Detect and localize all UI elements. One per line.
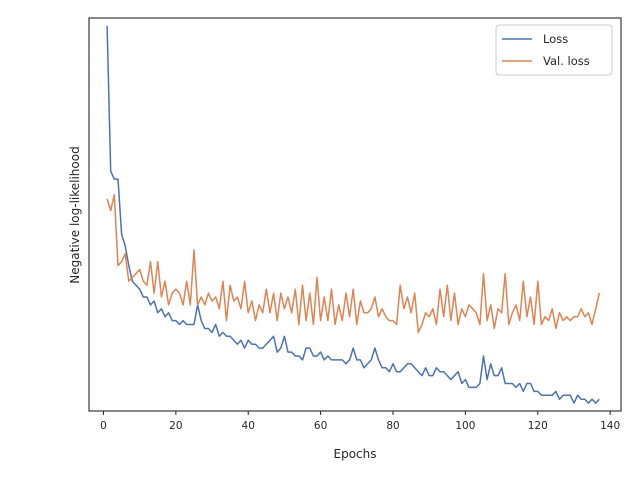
- x-tick-label: 20: [169, 420, 182, 432]
- x-axis-ticks: 0 20 40 60 80 100 120 140: [100, 411, 620, 432]
- plot-frame: [88, 17, 622, 412]
- series-layer: [106, 25, 601, 404]
- y-axis-label: Negative log-likelihood: [68, 146, 82, 283]
- legend-box: [495, 24, 613, 76]
- legend: Loss Val. loss: [495, 24, 613, 76]
- x-tick-label: 0: [100, 420, 107, 432]
- plot-area: [89, 18, 621, 411]
- x-tick-label: 60: [314, 420, 327, 432]
- x-tick-label: 80: [386, 420, 399, 432]
- legend-label-val-loss: Val. loss: [543, 54, 590, 68]
- x-tick-label: 140: [600, 420, 620, 432]
- x-axis-label: Epochs: [334, 447, 377, 461]
- series-line-loss: [106, 25, 600, 404]
- legend-label-loss: Loss: [543, 32, 568, 46]
- x-tick-label: 40: [242, 420, 255, 432]
- x-tick-label: 120: [528, 420, 548, 432]
- series-line-val-loss: [106, 194, 601, 334]
- x-tick-label: 100: [455, 420, 475, 432]
